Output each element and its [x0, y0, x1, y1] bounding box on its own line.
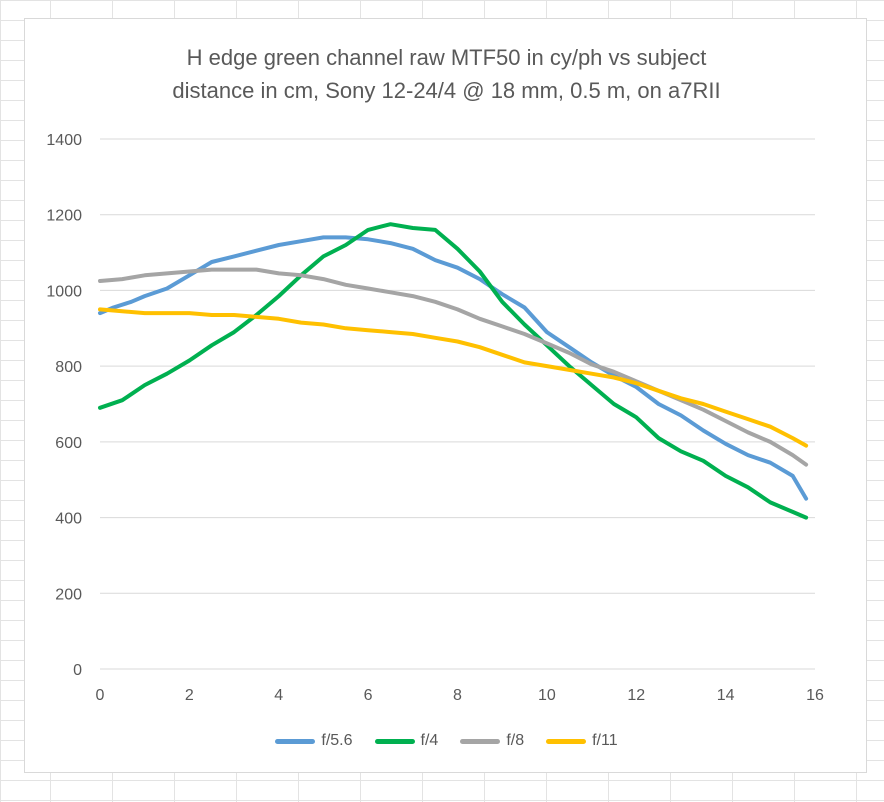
x-tick-label: 14	[717, 687, 735, 704]
series-line-f-4	[98, 222, 809, 520]
chart-legend: f/5.6 f/4 f/8 f/11	[25, 732, 868, 750]
y-tick-label: 800	[55, 359, 82, 376]
chart-title: H edge green channel raw MTF50 in cy/ph …	[25, 41, 868, 107]
legend-swatch	[546, 738, 587, 744]
x-tick-label: 0	[96, 687, 105, 704]
y-tick-label: 400	[55, 511, 82, 528]
y-tick-label: 200	[55, 586, 82, 603]
y-tick-label: 1400	[46, 132, 82, 149]
legend-label: f/5.6	[321, 732, 353, 749]
plot-area: 0 200 400 600 800 1000 1200 1400 0 2 4 6 8 10 12 14 16	[46, 132, 824, 704]
x-tick-label: 12	[627, 687, 645, 704]
legend-swatch	[374, 738, 415, 744]
y-tick-label: 0	[73, 662, 82, 679]
y-tick-label: 1000	[46, 283, 82, 300]
series-line-f-8	[98, 267, 809, 467]
legend-item: f/4	[374, 732, 439, 750]
legend-item: f/8	[460, 732, 524, 750]
legend-label: f/8	[506, 732, 525, 749]
legend-item: f/5.6	[275, 732, 353, 750]
y-tick-label: 1200	[46, 208, 82, 225]
legend-item: f/11	[546, 732, 618, 750]
x-tick-label: 4	[274, 687, 283, 704]
x-tick-label: 16	[806, 687, 824, 704]
legend-swatch	[275, 738, 316, 744]
y-tick-label: 600	[55, 435, 82, 452]
chart-title-line-1: H edge green channel raw MTF50 in cy/ph …	[186, 45, 707, 70]
legend-label: f/11	[592, 732, 618, 749]
legend-swatch	[460, 738, 501, 744]
chart-title-line-2: distance in cm, Sony 12-24/4 @ 18 mm, 0.…	[172, 78, 721, 103]
chart-area[interactable]: H edge green channel raw MTF50 in cy/ph …	[24, 18, 867, 773]
x-tick-label: 6	[364, 687, 373, 704]
x-tick-label: 2	[185, 687, 194, 704]
x-tick-label: 8	[453, 687, 462, 704]
series-line-f-11	[98, 307, 809, 448]
x-tick-label: 10	[538, 687, 556, 704]
legend-label: f/4	[420, 732, 439, 749]
